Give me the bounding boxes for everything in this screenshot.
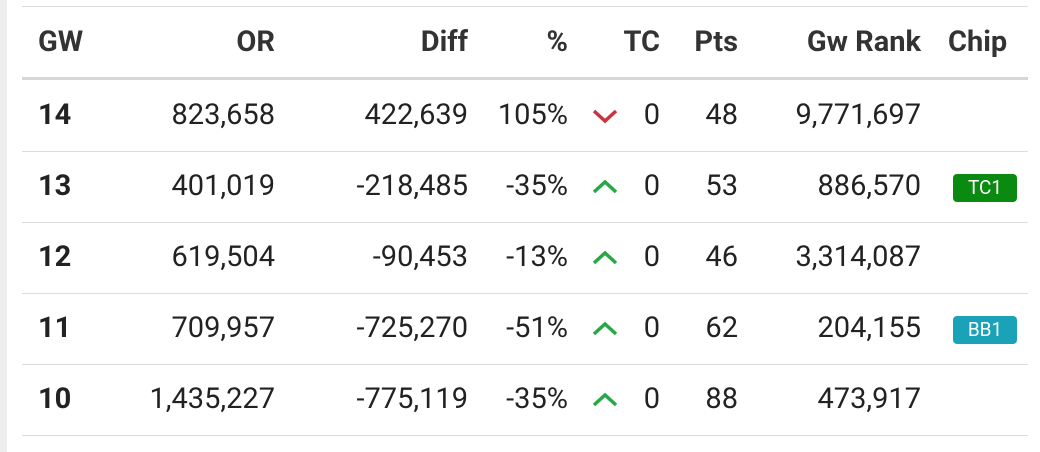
column-header: % — [546, 25, 568, 59]
pts-cell: 46 — [705, 240, 738, 274]
pct-cell: -13% — [506, 240, 568, 274]
column-header: TC — [623, 25, 660, 59]
tc-cell: 0 — [643, 240, 660, 274]
or-cell: 823,658 — [171, 98, 276, 132]
rank-cell: 473,917 — [817, 382, 922, 416]
rank-cell: 886,570 — [817, 169, 922, 203]
tc-cell: 0 — [643, 169, 660, 203]
pts-cell: 62 — [705, 311, 738, 345]
pct-cell: -51% — [506, 311, 568, 345]
pts-cell: 48 — [705, 98, 738, 132]
rank-up-arrow — [592, 179, 618, 194]
side-border — [0, 0, 7, 452]
gw-cell: 10 — [38, 382, 72, 416]
column-header: Chip — [948, 25, 1008, 59]
pct-cell: -35% — [506, 382, 568, 416]
or-cell: 401,019 — [171, 169, 276, 203]
column-header: Diff — [420, 25, 468, 59]
column-header: Gw Rank — [806, 25, 921, 59]
diff-cell: -90,453 — [372, 240, 468, 274]
rank-down-arrow — [592, 109, 618, 124]
column-header: Pts — [694, 25, 738, 59]
gw-cell: 11 — [38, 311, 72, 345]
diff-cell: -775,119 — [356, 382, 468, 416]
row-border — [22, 435, 1028, 436]
rank-up-arrow — [592, 392, 618, 407]
diff-cell: -725,270 — [356, 311, 468, 345]
rank-cell: 3,314,087 — [795, 240, 921, 274]
tc-cell: 0 — [643, 98, 660, 132]
rank-up-arrow — [592, 321, 618, 336]
tc-cell: 0 — [643, 311, 660, 345]
row-border — [22, 151, 1028, 152]
tc-cell: 0 — [643, 382, 660, 416]
rank-cell: 204,155 — [817, 311, 922, 345]
gw-cell: 13 — [38, 169, 72, 203]
gw-cell: 14 — [38, 98, 72, 132]
column-header: GW — [38, 25, 84, 59]
pts-cell: 88 — [705, 382, 738, 416]
column-header: OR — [236, 25, 275, 59]
or-cell: 709,957 — [171, 311, 276, 345]
or-cell: 1,435,227 — [149, 382, 275, 416]
or-cell: 619,504 — [171, 240, 276, 274]
header-border — [22, 77, 1028, 80]
rank-up-arrow — [592, 250, 618, 265]
row-border — [22, 293, 1028, 294]
pct-cell: -35% — [506, 169, 568, 203]
row-border — [22, 222, 1028, 223]
diff-cell: 422,639 — [364, 98, 469, 132]
gw-cell: 12 — [38, 240, 72, 274]
top-border — [22, 6, 1028, 7]
pct-cell: 105% — [497, 98, 568, 132]
row-border — [22, 364, 1028, 365]
rank-cell: 9,771,697 — [795, 98, 921, 132]
diff-cell: -218,485 — [356, 169, 468, 203]
chip-badge: TC1 — [953, 174, 1017, 202]
chip-badge: BB1 — [953, 316, 1017, 344]
pts-cell: 53 — [705, 169, 738, 203]
